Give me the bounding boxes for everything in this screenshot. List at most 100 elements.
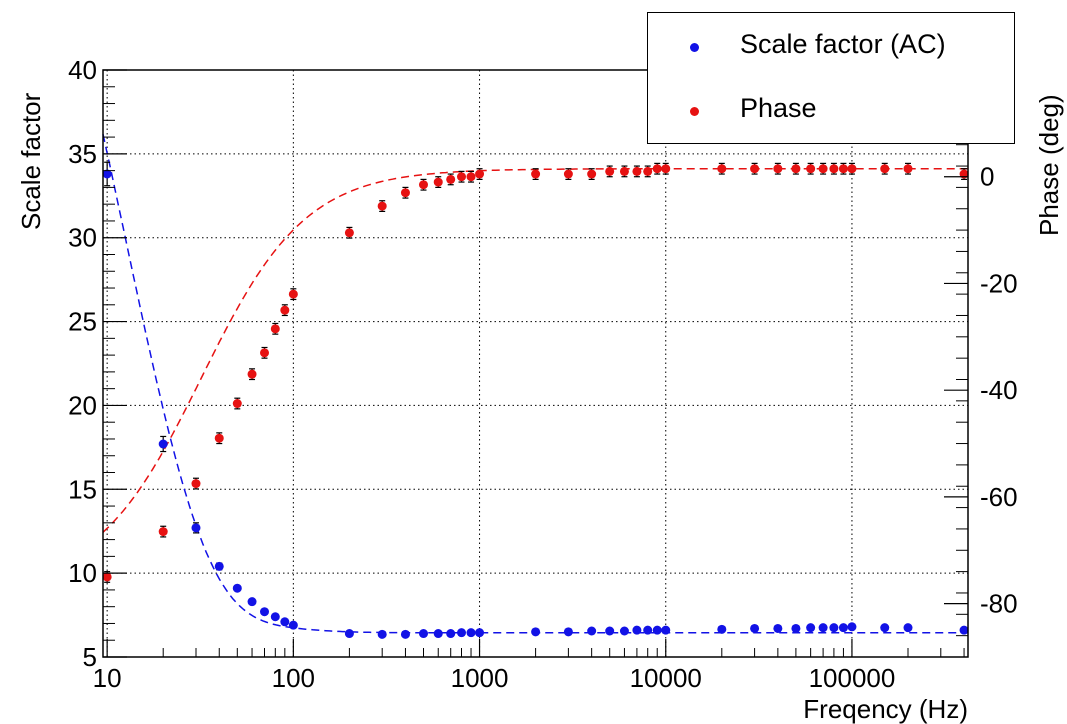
legend-entry-phase: Phase [648,81,1014,141]
scale-factor-point [619,626,629,636]
phase-point [829,164,839,174]
scale-factor-point [829,623,839,633]
scale-factor-fit-curve [102,133,968,634]
scale-factor-point [270,612,280,622]
scale-factor-point [717,624,727,634]
y-tick-label: 20 [68,390,97,420]
legend-label-scale-factor: Scale factor (AC) [740,29,946,59]
scale-factor-point [400,629,410,639]
scale-factor-point [418,629,428,639]
x-tick-label: 100 [272,663,315,693]
scale-factor-point [563,627,573,637]
y-tick-label: 35 [68,139,97,169]
phase-point [280,305,290,315]
x-axis-label: Freqency (Hz) [803,694,968,724]
scale-factor-point [433,629,443,639]
scale-factor-point [806,623,816,633]
y-tick-label: 15 [68,474,97,504]
x-tick-label: 10000 [630,663,702,693]
phase-point [531,169,541,179]
y-tick-label: 30 [68,223,97,253]
phase-point [344,228,354,238]
y2-tick-label: -40 [980,375,1018,405]
phase-point [605,166,615,176]
phase-point [457,172,467,182]
phase-point [377,201,387,211]
scale-factor-point [214,561,224,571]
phase-point [818,164,828,174]
phase-point [433,177,443,187]
phase-point [847,164,857,174]
scale-factor-point [102,169,112,179]
x-tick-label: 10 [93,663,122,693]
phase-point [475,169,485,179]
legend-marker-scale-factor [690,43,699,52]
y-tick-label: 25 [68,307,97,337]
y2-tick-label: -80 [980,589,1018,619]
phase-point [619,166,629,176]
plot-frame [102,69,969,658]
y2-tick-label: 0 [980,162,994,192]
phase-point [191,479,201,489]
scale-factor-point [880,623,890,633]
scale-factor-point [847,622,857,632]
scale-factor-point [531,627,541,637]
phase-point [400,188,410,198]
phase-point [880,164,890,174]
scale-factor-point [475,628,485,638]
phase-point [632,166,642,176]
scale-factor-point [750,623,760,633]
data-points [102,161,969,639]
scale-factor-point [288,620,298,630]
scale-factor-point [446,629,456,639]
phase-point [652,164,662,174]
phase-point [102,572,112,582]
phase-point [643,166,653,176]
phase-point [717,164,727,174]
scale-factor-point [260,607,270,617]
y2-tick-label: -20 [980,268,1018,298]
scale-factor-point [344,629,354,639]
scale-factor-point [773,623,783,633]
scale-factor-point [466,628,476,638]
legend: Scale factor (AC) Phase [647,12,1015,144]
scale-factor-point [643,625,653,635]
scale-factor-point [605,626,615,636]
phase-fit-curve [102,167,968,533]
legend-marker-phase [690,107,699,116]
scale-factor-point [903,623,913,633]
grid-lines [103,70,968,657]
legend-label-phase: Phase [740,93,817,123]
scale-factor-point [191,523,201,533]
scale-factor-point [652,625,662,635]
phase-point [270,324,280,334]
y2-tick-label: -60 [980,482,1018,512]
phase-point [806,164,816,174]
y-tick-label: 40 [68,55,97,85]
phase-point [563,169,573,179]
phase-point [418,180,428,190]
axis-ticks [103,69,968,658]
scale-factor-point [232,583,242,593]
scale-factor-point [791,623,801,633]
phase-point [288,289,298,299]
phase-point [838,164,848,174]
x-tick-label: 1000 [451,663,509,693]
x-tick-label: 100000 [809,663,896,693]
scale-factor-point [818,623,828,633]
scale-factor-point [377,629,387,639]
phase-point [773,164,783,174]
scale-factor-point [247,597,257,607]
scale-factor-point [632,625,642,635]
phase-point [661,164,671,174]
phase-point [260,348,270,358]
phase-point [214,433,224,443]
phase-point [750,164,760,174]
scale-factor-point [959,625,969,635]
phase-point [232,399,242,409]
phase-point [466,172,476,182]
scale-factor-point [457,628,467,638]
phase-point [903,164,913,174]
y-tick-label: 5 [83,642,97,672]
